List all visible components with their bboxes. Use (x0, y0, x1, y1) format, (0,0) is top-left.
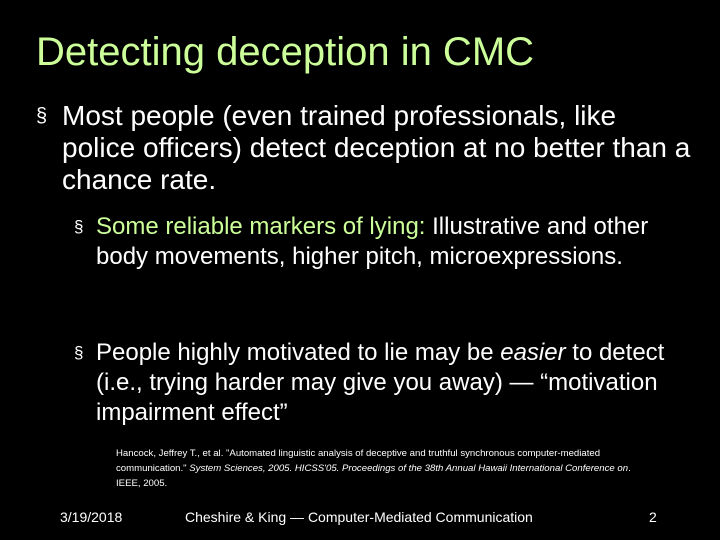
motivation-text-b: to detect (i.e., trying harder may give … (96, 339, 665, 426)
bullet-motivation-text: People highly motivated to lie may be ea… (96, 338, 704, 428)
footer-date: 3/19/2018 (60, 509, 123, 525)
slide-title: Detecting deception in CMC (36, 30, 535, 74)
page-number: 2 (649, 509, 657, 525)
markers-rest-text: Illustrative and other body movements, h… (96, 213, 649, 270)
bullet-marker-icon: § (36, 105, 48, 127)
bullet-marker-icon: § (74, 343, 84, 362)
bullet-main-text: Most people (even trained professionals,… (62, 100, 691, 195)
motivation-emphasis: easier (500, 339, 566, 366)
bullet-markers-of-lying: § Some reliable markers of lying: Illust… (74, 212, 704, 272)
citation-italic: System Sciences, 2005. HICSS'05. Proceed… (189, 463, 629, 474)
citation-part1: Hancock, Jeffrey T., et al. "Automated l… (116, 448, 601, 474)
citation: Hancock, Jeffrey T., et al. "Automated l… (116, 446, 636, 491)
motivation-text-a: People highly motivated to lie may be (96, 339, 501, 366)
bullet-motivation: § People highly motivated to lie may be … (74, 338, 704, 428)
footer-center-text: Cheshire & King — Computer-Mediated Comm… (185, 509, 533, 525)
bullet-markers-text: Some reliable markers of lying: Illustra… (96, 212, 704, 272)
markers-lead-text: Some reliable markers of lying: (96, 213, 426, 240)
bullet-marker-icon: § (74, 217, 84, 236)
bullet-main: § Most people (even trained professional… (36, 100, 696, 196)
citation-part3: . IEEE, 2005. (116, 463, 631, 489)
